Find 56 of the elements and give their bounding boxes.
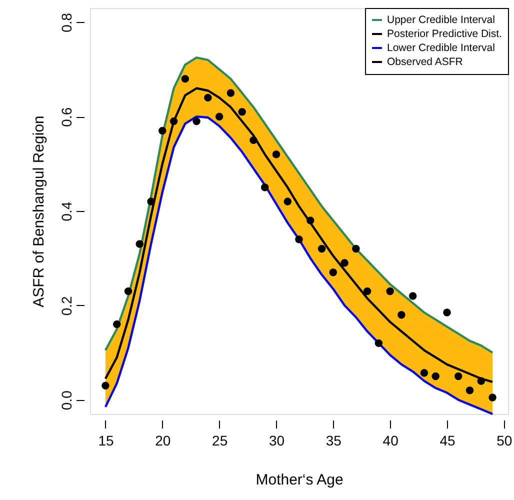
point — [454, 372, 462, 380]
x-tick-label: 15 — [98, 432, 114, 448]
x-tick-label: 35 — [326, 432, 342, 448]
point — [238, 108, 246, 116]
y-axis-title: ASFR of Benshangul Region — [30, 116, 48, 308]
x-tick-label: 40 — [382, 432, 399, 448]
point — [260, 184, 269, 192]
point — [204, 94, 212, 102]
legend-label: Observed ASFR — [387, 56, 464, 68]
y-tick-label: 0.2 — [58, 296, 74, 316]
x-tick-label: 45 — [440, 432, 456, 448]
point — [420, 369, 428, 377]
point — [374, 339, 383, 348]
point — [284, 198, 292, 206]
point — [192, 117, 200, 126]
point — [170, 117, 178, 126]
point — [340, 259, 348, 267]
line-series — [104, 115, 494, 416]
x-tick-label: 50 — [496, 432, 512, 448]
point — [408, 292, 417, 300]
point — [215, 112, 224, 120]
y-tick-label: 0.0 — [58, 390, 74, 410]
y-tick-label: 0.6 — [58, 107, 74, 127]
point — [124, 287, 132, 296]
x-tick-label: 25 — [212, 432, 228, 448]
point — [147, 198, 155, 206]
point — [466, 386, 474, 394]
point — [488, 394, 496, 402]
point — [352, 244, 360, 253]
point — [295, 235, 303, 244]
legend-label: Upper Credible Interval — [387, 14, 495, 26]
point — [363, 287, 372, 296]
line-series — [104, 56, 494, 354]
y-tick-label: 0.8 — [58, 12, 74, 32]
point — [432, 372, 440, 380]
point — [112, 320, 121, 328]
point — [272, 150, 280, 158]
point — [158, 126, 166, 135]
point — [136, 240, 144, 248]
y-tick-label: 0.4 — [58, 202, 74, 222]
point — [306, 216, 314, 224]
point — [181, 74, 190, 83]
point — [329, 268, 338, 276]
legend-label: Posterior Predictive Dist. — [387, 28, 502, 40]
point — [386, 287, 394, 296]
point — [398, 310, 406, 319]
point — [477, 377, 486, 385]
point — [226, 89, 235, 97]
legend-label: Lower Credible Interval — [387, 42, 495, 54]
point — [102, 382, 110, 390]
point — [318, 244, 326, 253]
x-tick-label: 20 — [155, 432, 171, 448]
x-axis-title: Mother‘s Age — [256, 472, 344, 488]
x-tick-label: 30 — [268, 432, 285, 448]
point — [250, 136, 258, 144]
point — [443, 308, 451, 316]
